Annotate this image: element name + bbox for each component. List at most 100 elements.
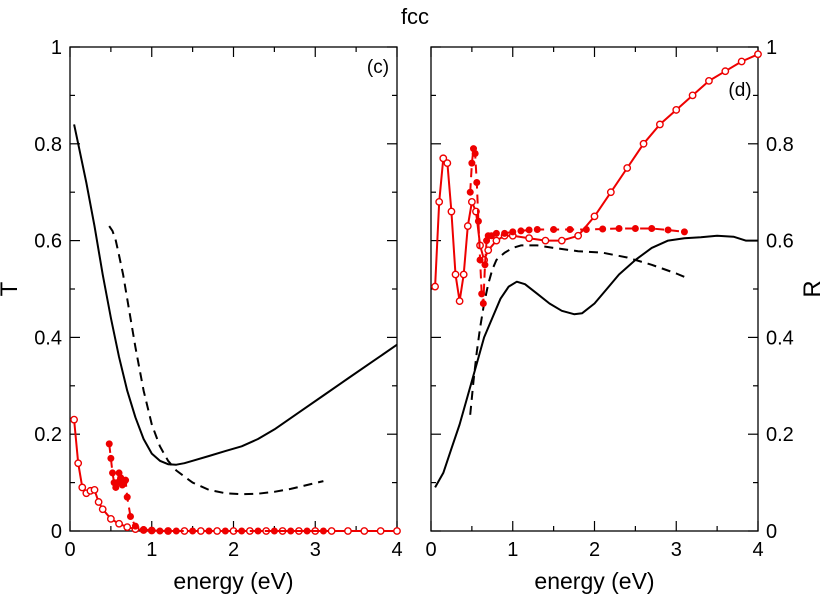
panel-c-y-tick-label: 0.6 (34, 231, 62, 253)
panel-d-series-red-filled-circles-point (481, 261, 489, 269)
panel-d-y-tick-label: 1 (766, 37, 777, 59)
panel-d-series-red-filled-circles-point (466, 188, 474, 196)
panel-d-series-red-open-circles-point (688, 91, 697, 100)
panel-d-y-tick-label: 0.4 (766, 327, 794, 349)
panel-c-y-tick-label: 0.2 (34, 424, 62, 446)
panel-c-x-tick-label: 2 (228, 539, 239, 561)
panel-d-series-red-open-circles-point (484, 246, 493, 255)
panel-d-series-red-open-circles-point (574, 231, 583, 240)
panel-c-series-red-filled-circles-point (123, 493, 131, 501)
panel-c-series-red-open-circles-point (123, 523, 132, 532)
panel-c-series-red-filled-circles-point (126, 512, 134, 520)
panel-d-series-red-open-circles-point (639, 139, 648, 148)
panel-c-x-tick-label: 3 (310, 539, 321, 561)
panel-d-series-red-open-circles-point (754, 50, 762, 59)
panel-c-series-red-filled-circles-point (122, 476, 130, 484)
panel-c-y-axis-label: T (0, 281, 23, 296)
panel-d-y-tick-label: 0.8 (766, 134, 794, 156)
panel-d-series-red-filled-circles-point (471, 149, 479, 157)
panel-c-series-red-filled-circles-point (205, 527, 213, 535)
panel-c-x-tick-label: 1 (146, 539, 157, 561)
panel-c-series-red-filled-circles-point (156, 527, 164, 535)
panel-d-series-red-open-circles-point (492, 236, 501, 245)
panel-c-series-dashed-black-line (108, 225, 324, 496)
panel-c-plot-frame (69, 46, 398, 532)
panel-c-x-tick-label: 4 (391, 539, 402, 561)
panel-d-series-red-open-circles-point (541, 236, 550, 245)
panel-d-series-red-filled-circles-point (517, 227, 525, 235)
panel-c-series-red-open-circles-point (327, 527, 336, 535)
figure-title: fcc (401, 4, 429, 29)
panel-d-series-red-open-circles-point (459, 270, 468, 279)
panel-d-series-red-filled-circles-line (469, 147, 685, 305)
panel-d-y-tick-label: 0 (766, 521, 777, 543)
panel-d-series-red-open-circles-point (606, 188, 615, 197)
panel-d-series-red-filled-circles-point (533, 225, 541, 233)
panel-d-series-red-open-circles-point (439, 154, 448, 163)
panel-d-x-tick-label: 4 (752, 539, 763, 561)
panel-c-y-tick-label: 0.8 (34, 134, 62, 156)
panel-c-series-red-open-circles-point (376, 527, 385, 535)
panel-c-series-red-filled-circles-point (131, 522, 139, 530)
panel-c-series-red-open-circles-point (74, 459, 83, 468)
panel-d-series-red-open-circles-point (672, 106, 681, 114)
panel-c-series-red-open-circles-point (344, 527, 352, 535)
panel-d-x-tick-label: 0 (425, 539, 436, 561)
panel-d-series-red-open-circles-point (455, 297, 464, 305)
panel-c-series-red-open-circles-point (393, 527, 401, 535)
panel-d-series-red-open-circles-point (590, 212, 599, 221)
panel-c-series-red-open-circles-point (115, 519, 123, 528)
panel-d-series-red-open-circles-point (705, 76, 713, 85)
panel-c-y-tick-label: 1 (51, 37, 62, 59)
panel-c-series-red-filled-circles-point (254, 527, 262, 535)
panel-c-series-red-open-circles-point (106, 515, 115, 523)
panel-d-plot-frame (430, 46, 759, 532)
panel-d-series-red-open-circles-point (737, 57, 746, 66)
panel-d-series-red-open-circles-point (443, 159, 452, 168)
panel-d-series-red-open-circles-point (656, 120, 664, 129)
panel-d-series-red-filled-circles-point (566, 225, 574, 233)
panel-d-series-red-filled-circles-point (525, 226, 533, 234)
panel-c-x-tick-label: 0 (64, 539, 75, 561)
panel-c-series-red-filled-circles-line (108, 443, 324, 532)
panel-d-y-tick-label: 0.6 (766, 231, 794, 253)
panel-c-series-red-open-circles-point (360, 527, 369, 535)
panel-c-series-red-open-circles-point (70, 415, 78, 424)
panel-d-series-red-open-circles-point (525, 234, 533, 243)
panel-c-y-tick-label: 0.4 (34, 327, 62, 349)
panel-d-series-red-filled-circles-point (582, 225, 590, 233)
panel-d-series-red-open-circles-point (435, 197, 444, 206)
panel-d-x-tick-label: 3 (671, 539, 682, 561)
panel-c-series-red-open-circles-point (98, 505, 107, 514)
panel-d-series-red-filled-circles-point (468, 159, 476, 167)
panel-c-series-red-filled-circles-point (221, 527, 229, 535)
panel-d-y-axis-label: R (799, 280, 826, 297)
panel-d-series-red-filled-circles-point (474, 217, 482, 225)
panel-d-series-red-filled-circles-point (550, 225, 558, 233)
panel-d-x-tick-label: 1 (507, 539, 518, 561)
panel-d-series-red-open-circles-point (447, 207, 456, 216)
panel-c-y-tick-label: 0 (51, 521, 62, 543)
panel-d-series-red-filled-circles-point (599, 225, 607, 233)
panel-c-series-red-open-circles-point (78, 483, 87, 492)
panel-d-series-red-filled-circles-point (476, 256, 484, 264)
panel-c-series-red-filled-circles-point (270, 527, 278, 535)
panel-c-series-red-filled-circles-point (164, 527, 172, 535)
panel-d-series-red-filled-circles-point (492, 229, 500, 237)
panel-d-series-red-open-circles-point (463, 222, 472, 230)
panel-d-series-red-filled-circles-point (473, 179, 481, 187)
panel-c-series-red-filled-circles-point (238, 527, 246, 535)
panel-d-series-red-filled-circles-point (509, 228, 517, 236)
panel-d-series-red-open-circles-point (451, 270, 460, 279)
panel-c: 0 1 2 3 4 0 0.2 0.4 0.6 0.8 1 energy (eV) T (c) (0, 37, 403, 594)
panel-d-series-red-filled-circles-point (479, 300, 487, 308)
panel-c-series-red-filled-circles-point (105, 440, 113, 448)
panel-d-series-red-filled-circles-point (501, 229, 509, 237)
panel-c-series-red-open-circles-point (90, 485, 99, 494)
panel-d-series-red-open-circles-point (623, 164, 632, 172)
panel-d-series-red-filled-circles-point (680, 228, 688, 236)
panel-d-series-red-open-circles-point (721, 67, 730, 76)
panel-c-x-axis-label: energy (eV) (173, 568, 293, 594)
